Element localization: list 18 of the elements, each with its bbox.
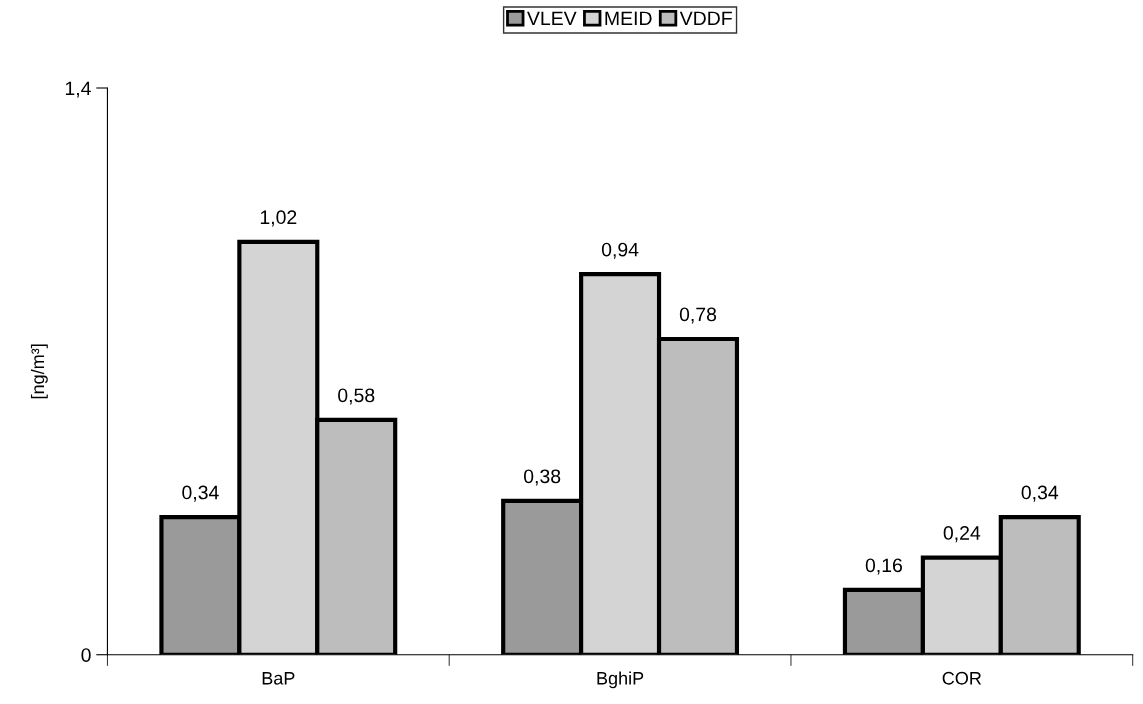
- legend-label: VDDF: [679, 11, 732, 26]
- data-label: 0,78: [679, 307, 717, 324]
- data-label: 0,58: [338, 388, 375, 405]
- data-label: 1,02: [260, 210, 297, 227]
- data-label: 0,34: [1021, 485, 1059, 502]
- x-tick-label: BghiP: [597, 671, 644, 689]
- legend-label: MEID: [605, 11, 652, 26]
- data-label: 0,24: [943, 526, 981, 543]
- x-tick-label: COR: [942, 671, 982, 685]
- y-tick-label: 0: [81, 648, 91, 662]
- legend-label: VLEV: [527, 11, 577, 26]
- data-label: 0,34: [182, 485, 219, 502]
- data-label: 0,38: [524, 469, 561, 486]
- data-label: 0,16: [865, 558, 902, 575]
- y-axis-title: [ng/m³]: [30, 344, 48, 399]
- data-label: 0,94: [601, 242, 639, 259]
- y-tick-label: 1,4: [65, 81, 91, 98]
- x-tick-label: BaP: [262, 672, 295, 685]
